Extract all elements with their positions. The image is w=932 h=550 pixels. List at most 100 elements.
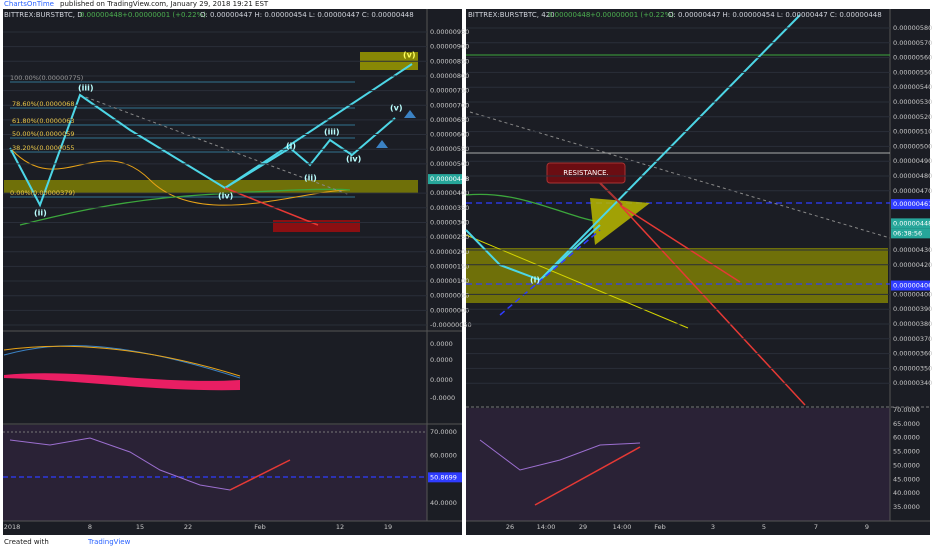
axis-label: 0.00000360 [893, 350, 932, 358]
axis-label: 0.00000461 [893, 200, 932, 208]
wave-label: (v) [390, 104, 403, 113]
axis-label: 06:38:56 [893, 229, 922, 237]
trend-line [469, 111, 891, 239]
axis-label: 0.00000500 [430, 160, 469, 168]
axis-label: 19 [384, 523, 392, 531]
axis-label: Feb [654, 523, 666, 531]
macd-histogram [4, 373, 240, 391]
last-price: 0.00000448 [548, 11, 590, 19]
left-rsi-pane [3, 425, 427, 521]
axis-label: 14:00 [537, 523, 556, 531]
ohlc: O: 0.00000447 H: 0.00000454 L: 0.0000044… [668, 11, 882, 19]
axis-label: 3 [711, 523, 715, 531]
axis-label: 0.00000390 [893, 305, 932, 313]
annotation-pointer [599, 182, 623, 206]
fib-lines [10, 81, 355, 198]
price-tag-bg [891, 218, 930, 229]
axis-label: 0.00000448 [893, 219, 932, 227]
axis-label: 55.0000 [893, 448, 920, 456]
axis-label: 0.00000370 [893, 335, 932, 343]
signal-line [3, 345, 241, 377]
wave-path [224, 63, 413, 189]
axis-label: 0.00000100 [430, 277, 469, 285]
axis-label: 0.00000600 [430, 131, 469, 139]
arrow [619, 204, 806, 406]
right-rsi-pane [466, 408, 890, 521]
axis-label: 70.0000 [430, 428, 457, 436]
axis-label: 0.00000510 [893, 128, 932, 136]
price-tag-bg [891, 280, 930, 291]
ma-line [465, 193, 601, 223]
macd-line [3, 345, 241, 379]
axis-label: 0.00000350 [893, 364, 932, 372]
axis-label: 2018 [4, 523, 21, 531]
axis-label: 0.00000550 [893, 68, 932, 76]
wave-label: (v) [403, 51, 416, 60]
annotation-box [546, 162, 626, 184]
wave-path [9, 93, 396, 208]
ma-line [11, 149, 351, 206]
price-tag-bg [891, 228, 930, 239]
axis-label: 0.00000580 [893, 24, 932, 32]
axis-label: 0.00000570 [893, 39, 932, 47]
created-with: Created with [4, 538, 49, 546]
axis-label: 7 [814, 523, 818, 531]
axis-label: 0.00000550 [430, 145, 469, 153]
axis-label: 0.00000380 [893, 320, 932, 328]
wave-label: (ii) [34, 209, 47, 218]
symbol: BITTREX:BURSTBTC, 420 [468, 11, 555, 19]
axis-label: 0.00000350 [430, 204, 469, 212]
axis-label: 0.00000430 [893, 246, 932, 254]
wave-label: (iv) [346, 155, 361, 164]
axis-label: 0.00000900 [430, 43, 469, 51]
axis-label: 0.0000 [430, 376, 453, 384]
wave-path [539, 14, 801, 281]
axis-label: 0.00000150 [430, 262, 469, 270]
last-price: 0.00000448 [80, 11, 122, 19]
axis-label: 0.00000050 [430, 292, 469, 300]
axis-label: 29 [579, 523, 587, 531]
axis-label: 14:00 [613, 523, 632, 531]
axis-label: 0.00000800 [430, 72, 469, 80]
price-tag-bg [428, 174, 462, 185]
axis-label: 0.00000750 [430, 87, 469, 95]
up-arrow-icon [376, 110, 416, 148]
axis-label: 0.00000500 [893, 142, 932, 150]
change: +0.00000001 (+0.22%) [590, 11, 674, 19]
axis-label: -0.0000 [430, 394, 455, 402]
axis-label: 60.0000 [430, 452, 457, 460]
wave-label: (iii) [324, 128, 340, 137]
axis-label: 0.00000850 [430, 57, 469, 65]
ohlc: O: 0.00000447 H: 0.00000454 L: 0.0000044… [200, 11, 414, 19]
axis-label: 50.8699 [430, 473, 457, 481]
axis-label: 0.0000 [430, 356, 453, 364]
axis-label: 60.0000 [893, 434, 920, 442]
axis-label: 5 [762, 523, 766, 531]
trend-line [499, 229, 601, 316]
fib-label: 50.00%(0.0000059 [12, 130, 74, 138]
axis-label: 0.00000448 [430, 175, 469, 183]
axis-label: 0.00000470 [893, 187, 932, 195]
axis-label: 0.00000340 [893, 379, 932, 387]
fib-label: 38.20%(0.0000055 [12, 144, 74, 152]
axis-label: 0.00000560 [893, 54, 932, 62]
wave-label: (ii) [304, 174, 317, 183]
brand[interactable]: TradingView [87, 538, 131, 546]
author[interactable]: ChartsOnTime [4, 0, 54, 8]
symbol: BITTREX:BURSTBTC, D [4, 11, 83, 19]
axis-label: 12 [336, 523, 344, 531]
fib-label: 0.00%(0.00000379) [10, 189, 75, 197]
axis-label: 0.00000950 [430, 28, 469, 36]
axis-label: 9 [865, 523, 869, 531]
wave-label: (i) [286, 142, 296, 151]
axis-label: 0.00000490 [893, 157, 932, 165]
wave-label: (i) [530, 276, 540, 285]
arrow [619, 204, 741, 283]
annotation-text: RESISTANCE. [563, 169, 609, 177]
rsi-line [479, 439, 641, 471]
fib-label: 100.00%(0.00000775) [10, 74, 83, 82]
wave-label: (iv) [218, 192, 233, 201]
axis-label: 0.00000700 [430, 101, 469, 109]
wave-path [465, 224, 601, 282]
